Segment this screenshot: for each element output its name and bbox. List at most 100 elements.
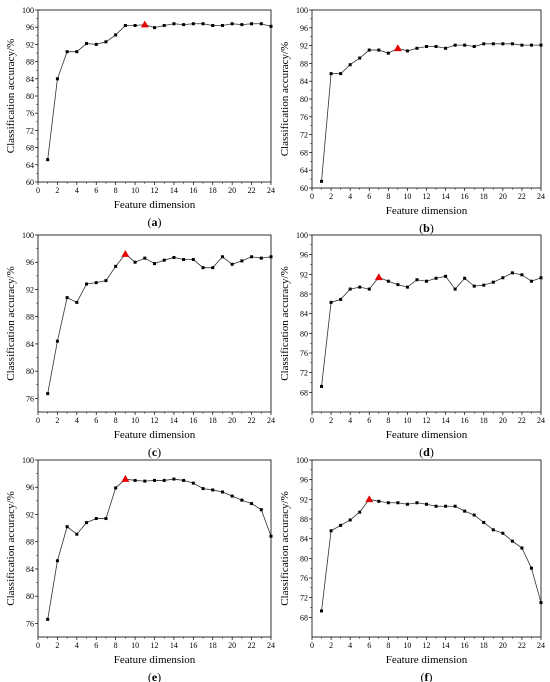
x-axis-label: Feature dimension bbox=[114, 654, 196, 666]
data-point bbox=[220, 490, 224, 494]
y-tick-label: 88 bbox=[26, 313, 34, 322]
max-point-marker bbox=[121, 475, 130, 482]
data-point bbox=[104, 517, 108, 521]
data-point bbox=[377, 48, 381, 52]
x-tick-label: 14 bbox=[442, 641, 450, 650]
data-point bbox=[182, 23, 186, 27]
x-tick-label: 20 bbox=[499, 416, 507, 425]
data-point bbox=[539, 276, 543, 280]
y-tick-label: 100 bbox=[296, 231, 308, 240]
data-point bbox=[46, 617, 50, 621]
y-tick-label: 60 bbox=[26, 178, 34, 187]
data-point bbox=[539, 43, 543, 47]
data-point bbox=[65, 50, 69, 54]
x-tick-label: 10 bbox=[131, 416, 139, 425]
x-tick-label: 8 bbox=[386, 641, 390, 650]
plot-frame bbox=[37, 234, 272, 413]
x-tick-label: 0 bbox=[36, 416, 40, 425]
x-tick-label: 2 bbox=[329, 641, 333, 650]
data-point bbox=[529, 566, 533, 570]
x-axis-label: Feature dimension bbox=[114, 199, 196, 211]
y-tick-label: 72 bbox=[300, 369, 308, 378]
y-tick-label: 96 bbox=[300, 251, 308, 260]
y-tick-label: 100 bbox=[22, 231, 34, 240]
panel-label: (b) bbox=[419, 221, 434, 235]
data-point bbox=[269, 24, 273, 28]
data-point bbox=[453, 43, 457, 47]
data-point bbox=[46, 158, 50, 162]
data-point bbox=[482, 283, 486, 287]
y-tick-label: 84 bbox=[300, 535, 308, 544]
data-point bbox=[55, 559, 59, 563]
data-point bbox=[415, 46, 419, 50]
data-point bbox=[250, 22, 254, 26]
data-point bbox=[220, 255, 224, 259]
y-tick-label: 96 bbox=[26, 483, 34, 492]
x-tick-label: 20 bbox=[499, 641, 507, 650]
x-tick-label: 12 bbox=[423, 416, 431, 425]
data-point bbox=[520, 546, 524, 550]
data-point bbox=[501, 42, 505, 46]
data-point bbox=[453, 504, 457, 508]
max-point-marker bbox=[393, 44, 402, 52]
x-tick-label: 12 bbox=[423, 641, 431, 650]
data-point bbox=[114, 264, 118, 268]
series-line bbox=[47, 23, 272, 160]
x-tick-label: 20 bbox=[499, 192, 507, 201]
y-tick-label: 76 bbox=[26, 394, 34, 403]
x-tick-label: 16 bbox=[189, 641, 197, 650]
data-point bbox=[358, 510, 362, 514]
x-tick-label: 22 bbox=[518, 192, 526, 201]
x-tick-label: 16 bbox=[461, 641, 469, 650]
data-point bbox=[444, 504, 448, 508]
x-tick-label: 18 bbox=[209, 186, 217, 195]
series-line bbox=[321, 498, 542, 611]
data-point bbox=[491, 528, 495, 532]
x-tick-label: 12 bbox=[423, 192, 431, 201]
x-tick-label: 4 bbox=[348, 641, 352, 650]
plot-frame bbox=[311, 459, 542, 638]
y-tick-label: 64 bbox=[300, 166, 308, 175]
data-point bbox=[65, 525, 69, 529]
data-point bbox=[230, 262, 234, 266]
data-point bbox=[250, 255, 254, 259]
data-point bbox=[259, 508, 263, 512]
y-tick-label: 88 bbox=[300, 59, 308, 68]
x-tick-label: 22 bbox=[518, 641, 526, 650]
data-point bbox=[348, 63, 352, 67]
panel-label: (d) bbox=[419, 445, 434, 459]
data-point bbox=[133, 23, 137, 27]
y-tick-label: 92 bbox=[26, 40, 34, 49]
chart-panel-f: 0 2 4 6 8 10 12 14 16 18 20 22 246872768084889296100… bbox=[279, 456, 545, 682]
data-point bbox=[444, 274, 448, 278]
data-point bbox=[153, 26, 156, 30]
x-tick-label: 8 bbox=[386, 416, 390, 425]
y-tick-label: 80 bbox=[26, 92, 34, 101]
data-point bbox=[172, 477, 176, 481]
data-point bbox=[143, 256, 147, 260]
data-point bbox=[240, 23, 244, 27]
y-tick-label: 80 bbox=[26, 592, 34, 601]
data-point bbox=[510, 271, 514, 275]
y-axis-label: Classification accuracy/% bbox=[5, 266, 17, 381]
x-tick-label: 4 bbox=[75, 416, 79, 425]
data-point bbox=[386, 51, 390, 55]
y-axis-label: Classification accuracy/% bbox=[5, 491, 17, 606]
data-point bbox=[240, 498, 244, 502]
data-point bbox=[114, 33, 118, 37]
x-tick-label: 22 bbox=[248, 186, 256, 195]
y-tick-label: 100 bbox=[22, 456, 34, 465]
x-axis-label: Feature dimension bbox=[114, 429, 196, 441]
data-point bbox=[94, 281, 98, 285]
y-tick-label: 88 bbox=[300, 290, 308, 299]
x-tick-label: 18 bbox=[480, 416, 488, 425]
data-point bbox=[482, 42, 486, 46]
data-point bbox=[55, 77, 59, 81]
data-point bbox=[153, 262, 156, 266]
data-point bbox=[405, 285, 409, 289]
x-tick-label: 18 bbox=[480, 192, 488, 201]
y-tick-label: 72 bbox=[300, 131, 308, 140]
y-tick-label: 80 bbox=[26, 367, 34, 376]
data-point bbox=[434, 504, 438, 508]
